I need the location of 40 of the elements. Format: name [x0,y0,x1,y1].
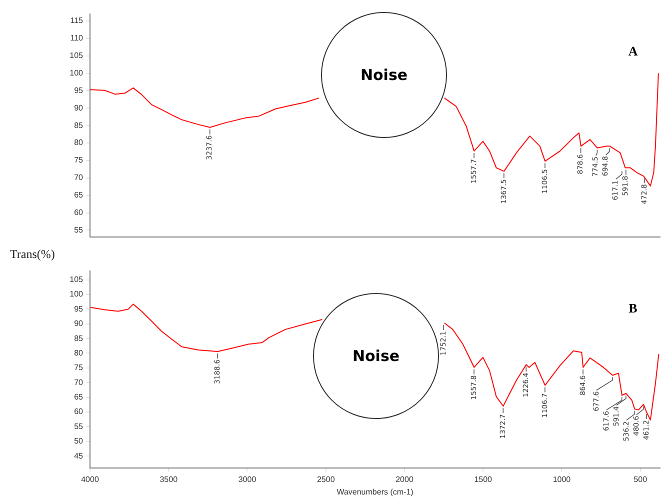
y-tick-label: 100 [70,68,84,78]
y-tick-label: 70 [74,173,84,182]
x-tick-label: 3000 [238,474,257,484]
y-tick-label: 110 [70,34,84,43]
x-tick-label: 4000 [81,474,100,484]
y-tick-label: 55 [74,225,84,234]
x-tick-label: 2000 [396,474,414,484]
y-tick-label: 100 [70,290,84,299]
y-tick-label: 105 [70,51,84,60]
y-tick-label: 105 [70,275,84,284]
y-tick-label: 50 [74,436,84,446]
y-tick-label: 95 [74,304,84,314]
y-tick-label: 90 [74,319,84,328]
x-tick-label: 3500 [160,474,178,484]
y-tick-label: 75 [74,156,84,165]
y-tick-label: 95 [74,86,84,95]
y-tick-label: 75 [74,363,84,372]
y-tick-label: 80 [74,348,84,358]
annotation: B [628,300,638,316]
y-tick-label: 85 [74,120,84,130]
y-tick-label: 80 [74,138,84,148]
y-tick-label: 90 [74,103,84,112]
y-tick-label: 70 [74,378,84,387]
y-tick-label: 115 [70,16,84,26]
y-tick-label: 60 [74,208,84,217]
x-tick-label: 500 [634,474,648,484]
x-tick-label: 1000 [552,474,572,484]
y-axis-title: Trans(%) [10,247,55,262]
y-tick-label: 85 [74,334,84,343]
x-tick-label: 2500 [316,474,336,484]
circle: Noise [313,293,439,419]
y-tick-label: 65 [74,190,84,200]
y-tick-label: 55 [74,422,84,431]
y-tick-label: 45 [74,451,84,460]
x-axis-title: Wavenumbers (cm-1) [336,487,414,496]
circle: Noise [321,12,447,138]
x-tick-label: 1500 [474,474,493,484]
y-tick-label: 65 [74,392,84,402]
y-tick-label: 60 [74,407,84,416]
annotation: A [628,43,638,58]
